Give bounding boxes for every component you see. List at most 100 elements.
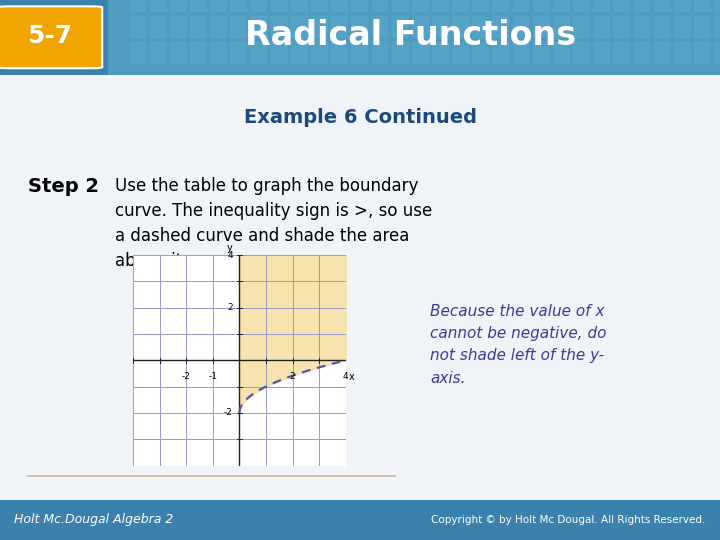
Bar <box>513 0 528 11</box>
Bar <box>170 0 186 11</box>
Bar <box>694 16 710 37</box>
Bar <box>472 0 488 11</box>
Bar <box>412 43 428 63</box>
Bar <box>130 0 145 11</box>
Bar <box>533 0 549 11</box>
Bar <box>291 43 307 63</box>
Bar <box>130 16 145 37</box>
Bar <box>372 16 387 37</box>
Bar <box>351 16 367 37</box>
Bar <box>674 0 690 11</box>
Bar <box>150 0 166 11</box>
Bar <box>492 43 508 63</box>
Bar <box>492 0 508 11</box>
Bar <box>351 0 367 11</box>
Bar <box>452 43 468 63</box>
Bar <box>714 43 720 63</box>
Bar <box>412 0 428 11</box>
Bar <box>714 16 720 37</box>
Bar <box>674 43 690 63</box>
Bar <box>351 43 367 63</box>
Bar <box>654 16 670 37</box>
Bar <box>372 43 387 63</box>
Bar <box>130 43 145 63</box>
Bar <box>392 0 408 11</box>
Bar <box>513 43 528 63</box>
Text: -2: -2 <box>182 372 191 381</box>
Bar <box>230 43 246 63</box>
Bar <box>553 0 569 11</box>
Bar <box>271 0 287 11</box>
Bar <box>311 16 327 37</box>
Text: 4: 4 <box>343 372 348 381</box>
Bar <box>714 0 720 11</box>
Bar <box>311 0 327 11</box>
Text: Because the value of x
cannot be negative, do
not shade left of the y-
axis.: Because the value of x cannot be negativ… <box>430 304 606 386</box>
Text: 4: 4 <box>227 251 233 260</box>
Bar <box>190 0 206 11</box>
Bar <box>190 43 206 63</box>
Bar <box>613 43 629 63</box>
Bar <box>452 16 468 37</box>
Bar <box>513 16 528 37</box>
Text: y: y <box>227 242 233 253</box>
Text: -2: -2 <box>224 408 233 417</box>
Bar <box>190 16 206 37</box>
Text: Copyright © by Holt Mc Dougal. All Rights Reserved.: Copyright © by Holt Mc Dougal. All Right… <box>431 515 706 525</box>
Text: Example 6 Continued: Example 6 Continued <box>243 107 477 126</box>
Bar <box>634 43 649 63</box>
Bar <box>472 16 488 37</box>
Text: Holt Mc.Dougal Algebra 2: Holt Mc.Dougal Algebra 2 <box>14 513 174 526</box>
Bar <box>291 0 307 11</box>
Bar <box>553 16 569 37</box>
Bar <box>311 43 327 63</box>
Text: Step 2: Step 2 <box>28 177 99 195</box>
Bar <box>170 16 186 37</box>
Bar <box>251 43 266 63</box>
Bar <box>291 16 307 37</box>
Bar <box>472 43 488 63</box>
Bar <box>392 16 408 37</box>
Bar <box>492 16 508 37</box>
Bar <box>634 0 649 11</box>
Bar <box>210 43 226 63</box>
Bar <box>230 0 246 11</box>
Bar <box>150 43 166 63</box>
Bar <box>553 43 569 63</box>
Bar <box>533 43 549 63</box>
Text: -1: -1 <box>208 372 217 381</box>
Bar <box>251 0 266 11</box>
Bar <box>573 0 589 11</box>
Bar <box>230 16 246 37</box>
Text: 2: 2 <box>289 372 295 381</box>
Bar <box>634 16 649 37</box>
Bar <box>170 43 186 63</box>
Bar <box>271 43 287 63</box>
Bar <box>573 43 589 63</box>
Bar <box>412 16 428 37</box>
Bar <box>593 16 609 37</box>
FancyBboxPatch shape <box>0 6 102 68</box>
Bar <box>533 16 549 37</box>
Text: Radical Functions: Radical Functions <box>245 19 576 52</box>
Bar <box>432 43 448 63</box>
Bar <box>593 0 609 11</box>
Bar <box>573 16 589 37</box>
Bar <box>654 0 670 11</box>
Text: 5-7: 5-7 <box>27 24 72 48</box>
Bar <box>452 0 468 11</box>
Text: Use the table to graph the boundary
curve. The inequality sign is >, so use
a da: Use the table to graph the boundary curv… <box>115 177 432 269</box>
Bar <box>372 0 387 11</box>
Bar <box>251 16 266 37</box>
Bar <box>613 16 629 37</box>
Text: x: x <box>348 372 354 382</box>
Bar <box>331 43 347 63</box>
Bar <box>392 43 408 63</box>
Bar <box>210 16 226 37</box>
Bar <box>150 16 166 37</box>
Bar <box>613 0 629 11</box>
Bar <box>271 16 287 37</box>
Bar <box>694 0 710 11</box>
Bar <box>593 43 609 63</box>
Text: 2: 2 <box>227 303 233 312</box>
